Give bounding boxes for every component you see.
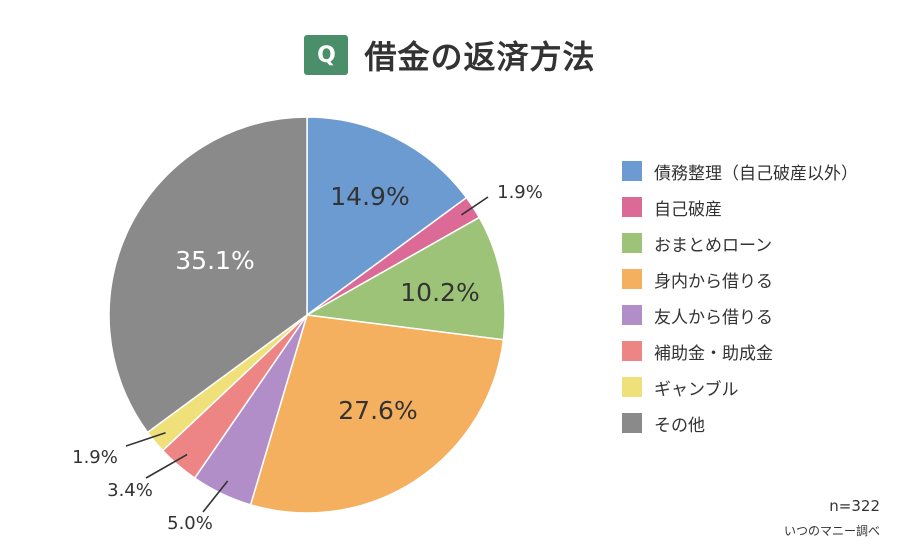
legend-item: 自己破産 bbox=[622, 189, 858, 225]
legend-swatch bbox=[622, 305, 642, 325]
legend-item: ギャンブル bbox=[622, 369, 858, 405]
legend-label: 自己破産 bbox=[654, 199, 722, 220]
leader-line bbox=[125, 431, 166, 447]
legend-swatch bbox=[622, 341, 642, 361]
leader-line bbox=[460, 196, 489, 216]
data-label: 35.1% bbox=[175, 246, 254, 275]
pie-slice bbox=[304, 216, 506, 341]
legend-label: 債務整理（自己破産以外） bbox=[654, 163, 858, 184]
legend-item: 友人から借りる bbox=[622, 297, 858, 333]
pie-slice bbox=[108, 116, 308, 434]
leader-lines bbox=[125, 196, 489, 513]
source-note: いつのマニー調べ bbox=[783, 524, 880, 538]
leader-line bbox=[145, 453, 188, 479]
data-label: 5.0% bbox=[167, 513, 213, 534]
legend-swatch bbox=[622, 377, 642, 397]
leader-line bbox=[202, 480, 229, 513]
legend-item: その他 bbox=[622, 405, 858, 441]
data-labels: 14.9% 1.9% 10.2% 27.6% 5.0% 3.4% 1.9% 35.1% bbox=[72, 182, 543, 534]
data-label: 14.9% bbox=[330, 182, 409, 211]
question-badge: Q bbox=[304, 35, 349, 75]
data-label: 1.9% bbox=[497, 182, 543, 203]
legend-label: おまとめローン bbox=[654, 235, 773, 256]
legend-label: 補助金・助成金 bbox=[654, 343, 773, 364]
sample-size: n=322 bbox=[829, 497, 880, 515]
legend-item: 補助金・助成金 bbox=[622, 333, 858, 369]
legend-item: 債務整理（自己破産以外） bbox=[622, 153, 858, 189]
legend-label: その他 bbox=[654, 415, 705, 436]
chart-title: 借金の返済方法 bbox=[364, 38, 596, 76]
data-label: 1.9% bbox=[72, 447, 118, 468]
pie-slice bbox=[306, 116, 468, 317]
legend-swatch bbox=[622, 161, 642, 181]
legend-swatch bbox=[622, 197, 642, 217]
legend-swatch bbox=[622, 269, 642, 289]
data-label: 10.2% bbox=[400, 278, 479, 307]
chart-title-area: Q 借金の返済方法 bbox=[0, 30, 900, 80]
data-label: 3.4% bbox=[107, 480, 153, 501]
legend-swatch bbox=[622, 413, 642, 433]
legend-item: 身内から借りる bbox=[622, 261, 858, 297]
legend-label: ギャンブル bbox=[654, 379, 739, 400]
legend-item: おまとめローン bbox=[622, 225, 858, 261]
legend: 債務整理（自己破産以外） 自己破産おまとめローン 身内から借りる 友人から借りる 補助金… bbox=[622, 153, 858, 441]
legend-label: 友人から借りる bbox=[654, 307, 773, 328]
data-label: 27.6% bbox=[338, 396, 417, 425]
legend-swatch bbox=[622, 233, 642, 253]
pie-slice bbox=[249, 314, 505, 514]
pie-slices bbox=[108, 116, 506, 514]
legend-label: 身内から借りる bbox=[654, 271, 773, 292]
